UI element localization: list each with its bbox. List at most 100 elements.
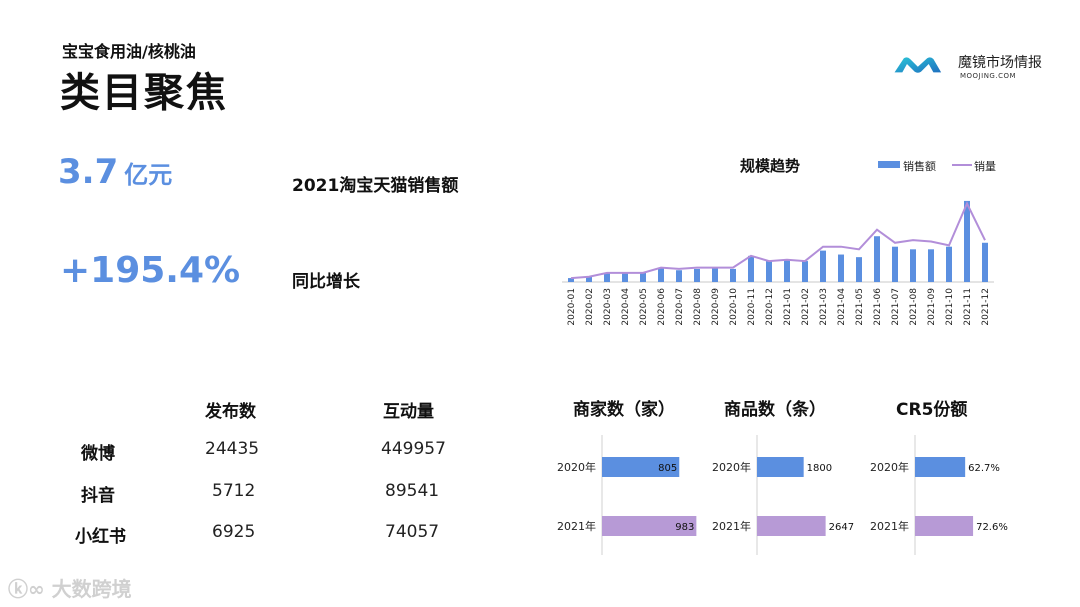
bar-sales bbox=[712, 267, 718, 282]
x-tick-label: 2021-04 bbox=[837, 288, 847, 326]
bar-sales bbox=[568, 278, 574, 282]
bar-sales bbox=[892, 246, 898, 282]
sales-kpi: 3.7 亿元 bbox=[58, 152, 172, 192]
products-chart: 2020年 1800 2021年 2647 bbox=[712, 435, 854, 555]
table-row-platform: 抖音 bbox=[81, 486, 115, 506]
bar-sales bbox=[748, 255, 754, 282]
x-tick-label: 2021-06 bbox=[873, 288, 883, 326]
x-tick-label: 2020-10 bbox=[729, 288, 739, 326]
merchants-chart: 2020年 805 2021年 983 bbox=[557, 435, 697, 555]
legend-label-sales: 销售额 bbox=[903, 159, 936, 173]
category-label: 2021年 bbox=[557, 519, 596, 533]
value-label: 72.6% bbox=[976, 522, 1008, 533]
bar-sales bbox=[676, 270, 682, 282]
category-label: 2020年 bbox=[712, 460, 751, 474]
bar-sales bbox=[640, 272, 646, 282]
trend-chart-title: 规模趋势 bbox=[740, 157, 800, 175]
table-cell-posts: 6925 bbox=[212, 522, 256, 542]
x-tick-label: 2020-05 bbox=[639, 288, 649, 326]
x-tick-label: 2021-11 bbox=[963, 288, 973, 326]
x-tick-label: 2021-05 bbox=[855, 288, 865, 326]
x-tick-label: 2021-10 bbox=[945, 288, 955, 326]
x-tick-label: 2020-01 bbox=[567, 288, 577, 326]
bar-sales bbox=[838, 254, 844, 282]
legend-swatch-sales bbox=[878, 161, 900, 168]
line-volume bbox=[570, 201, 986, 280]
x-tick-label: 2020-08 bbox=[693, 288, 703, 326]
table-cell-interactions: 89541 bbox=[385, 481, 440, 501]
bar-sales bbox=[766, 261, 772, 282]
x-tick-label: 2020-12 bbox=[765, 288, 775, 326]
legend-label-volume: 销量 bbox=[974, 159, 996, 173]
value-label: 2647 bbox=[829, 522, 854, 533]
bar bbox=[757, 516, 826, 536]
x-tick-label: 2020-07 bbox=[675, 288, 685, 326]
merchants-chart-title: 商家数（家） bbox=[573, 400, 675, 420]
bar-sales bbox=[730, 268, 736, 282]
bar-sales bbox=[658, 267, 664, 282]
x-tick-label: 2020-09 bbox=[711, 288, 721, 326]
bar-sales bbox=[604, 272, 610, 282]
value-label: 1800 bbox=[807, 463, 832, 474]
x-tick-label: 2021-07 bbox=[891, 288, 901, 326]
bar-sales bbox=[856, 257, 862, 282]
table-header-posts: 发布数 bbox=[205, 402, 256, 422]
table-row-platform: 小红书 bbox=[75, 527, 126, 547]
x-tick-label: 2021-08 bbox=[909, 288, 919, 326]
x-tick-label: 2021-01 bbox=[783, 288, 793, 326]
bar-sales bbox=[982, 242, 988, 282]
page-subtitle: 宝宝食用油/核桃油 bbox=[62, 42, 196, 61]
table-row-platform: 微博 bbox=[81, 444, 115, 464]
value-label: 62.7% bbox=[968, 463, 1000, 474]
bar bbox=[915, 516, 974, 536]
logo-name: 魔镜市场情报 bbox=[958, 55, 1042, 71]
trend-chart: 规模趋势 销售额 销量 2020-01 2020-02 2020-03 2020-04 202… bbox=[562, 157, 996, 326]
bar bbox=[602, 516, 697, 536]
bar-sales bbox=[964, 200, 970, 282]
bar bbox=[757, 457, 804, 477]
category-label: 2021年 bbox=[712, 519, 751, 533]
moojing-logo bbox=[894, 57, 942, 73]
bar-sales bbox=[694, 268, 700, 282]
table-cell-posts: 5712 bbox=[212, 481, 256, 501]
x-tick-label: 2020-03 bbox=[603, 288, 613, 326]
bar-sales bbox=[874, 236, 880, 282]
table-cell-interactions: 74057 bbox=[385, 522, 440, 542]
sales-kpi-value: 3.7 bbox=[58, 152, 119, 192]
sales-kpi-unit: 亿元 bbox=[124, 161, 173, 189]
sales-kpi-label: 2021淘宝天猫销售额 bbox=[292, 176, 459, 196]
cr5-chart-title: CR5份额 bbox=[896, 400, 968, 420]
watermark-text: 大数跨境 bbox=[51, 577, 132, 601]
logo-subtext: MOOJING.COM bbox=[960, 72, 1017, 80]
x-tick-label: 2020-04 bbox=[621, 288, 631, 326]
x-tick-label: 2021-09 bbox=[927, 288, 937, 326]
x-tick-label: 2021-12 bbox=[981, 288, 991, 326]
x-tick-label: 2021-03 bbox=[819, 288, 829, 326]
category-label: 2020年 bbox=[870, 460, 909, 474]
bar-sales bbox=[910, 249, 916, 282]
products-chart-title: 商品数（条） bbox=[724, 400, 826, 420]
table-header-interactions: 互动量 bbox=[383, 402, 434, 422]
x-tick-label: 2020-11 bbox=[747, 288, 757, 326]
x-tick-label: 2020-06 bbox=[657, 288, 667, 326]
x-tick-label: 2020-02 bbox=[585, 288, 595, 326]
category-label: 2020年 bbox=[557, 460, 596, 474]
watermark: ⓚ∞ 大数跨境 bbox=[8, 573, 132, 602]
bar bbox=[915, 457, 966, 477]
growth-kpi-label: 同比增长 bbox=[292, 272, 360, 292]
table-cell-interactions: 449957 bbox=[381, 439, 446, 459]
x-tick-label: 2021-02 bbox=[801, 288, 811, 326]
bar-sales bbox=[946, 246, 952, 282]
bar-sales bbox=[622, 272, 628, 282]
bar-sales bbox=[586, 276, 592, 282]
cr5-chart: 2020年 62.7% 2021年 72.6% bbox=[870, 435, 1008, 555]
table-cell-posts: 24435 bbox=[205, 439, 260, 459]
bar bbox=[602, 457, 680, 477]
value-label: 983 bbox=[675, 522, 694, 533]
bar-sales bbox=[820, 250, 826, 282]
bar-sales bbox=[784, 259, 790, 282]
growth-kpi-value: +195.4% bbox=[60, 250, 241, 291]
value-label: 805 bbox=[658, 463, 677, 474]
watermark-icon: ⓚ∞ bbox=[8, 577, 52, 601]
category-label: 2021年 bbox=[870, 519, 909, 533]
